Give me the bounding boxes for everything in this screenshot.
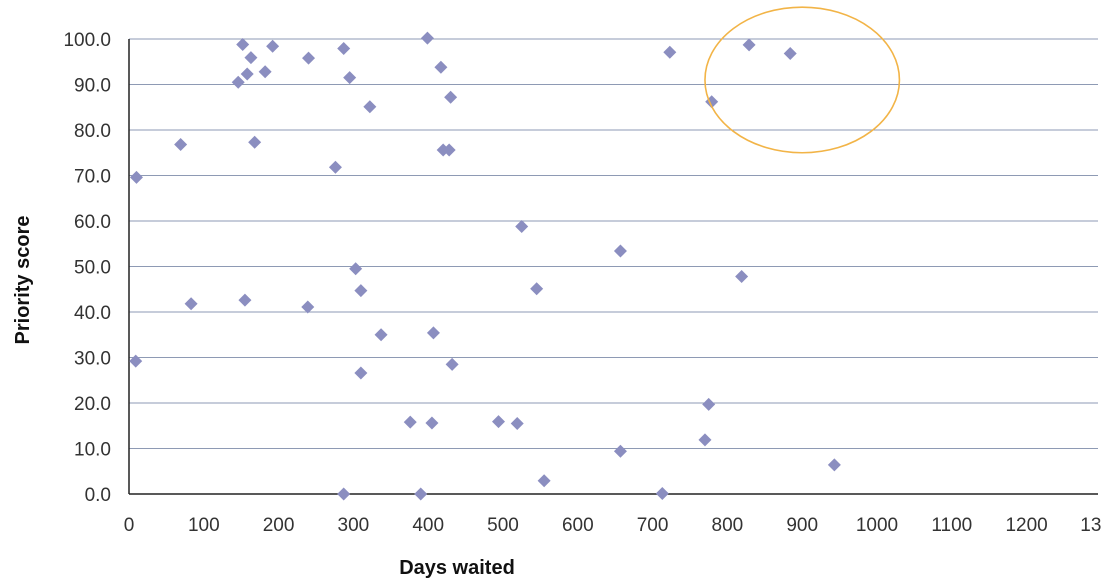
x-tick-label: 1100 <box>931 515 972 536</box>
y-tick-label: 60.0 <box>74 212 111 233</box>
y-tick-label: 80.0 <box>74 121 111 142</box>
data-point <box>510 416 524 430</box>
data-point <box>374 328 388 342</box>
x-tick-label: 200 <box>263 515 295 536</box>
data-point <box>240 67 254 81</box>
x-axis-title: Days waited <box>399 557 515 579</box>
y-axis-title: Priority score <box>12 216 34 345</box>
grid-lines <box>129 38 1098 449</box>
x-tick-label: 400 <box>412 515 444 536</box>
data-point <box>783 47 797 61</box>
x-tick-label: 1300 <box>1080 515 1101 536</box>
data-point <box>655 487 669 501</box>
data-point <box>442 143 456 157</box>
data-point <box>354 366 368 380</box>
data-point <box>537 474 551 488</box>
y-tick-label: 40.0 <box>74 303 111 324</box>
x-tick-label: 800 <box>712 515 744 536</box>
y-tick-label: 90.0 <box>74 76 111 97</box>
data-point <box>735 270 749 284</box>
data-point <box>434 60 448 74</box>
data-point <box>302 51 316 65</box>
data-point <box>129 170 143 184</box>
data-point <box>266 39 280 53</box>
x-tick-labels: 0 100 200 300 400 500 600 700 800 900 1000 1100 1200… <box>124 515 1101 536</box>
data-point <box>613 244 627 258</box>
data-point <box>702 397 716 411</box>
data-point <box>425 416 439 430</box>
data-point <box>301 300 315 314</box>
y-tick-labels: 0.0 10.0 20.0 30.0 40.0 50.0 60.0 70.0 80.0 90.0 1… <box>63 30 111 506</box>
data-point <box>184 297 198 311</box>
data-point <box>231 75 245 89</box>
x-tick-label: 600 <box>562 515 594 536</box>
data-point <box>337 42 351 56</box>
data-point <box>129 354 143 368</box>
data-point <box>420 31 434 45</box>
data-point <box>742 38 756 52</box>
x-tick-label: 700 <box>637 515 669 536</box>
data-point <box>354 284 368 298</box>
y-tick-label: 20.0 <box>74 394 111 415</box>
data-point <box>244 51 258 65</box>
y-tick-label: 100.0 <box>63 30 111 51</box>
data-point <box>530 282 544 296</box>
data-point <box>492 415 506 429</box>
data-point <box>698 433 712 447</box>
y-tick-label: 30.0 <box>74 349 111 370</box>
data-point <box>445 357 459 371</box>
data-point <box>414 487 428 501</box>
data-point <box>174 138 188 152</box>
data-point <box>444 90 458 104</box>
data-point <box>349 262 363 276</box>
data-point <box>363 100 377 114</box>
y-tick-label: 10.0 <box>74 440 111 461</box>
data-point <box>827 458 841 472</box>
data-point <box>238 293 252 307</box>
data-point <box>426 326 440 340</box>
data-point <box>258 65 272 79</box>
highlight-ellipse <box>704 6 901 154</box>
x-tick-label: 1000 <box>856 515 898 536</box>
x-tick-label: 1200 <box>1005 515 1047 536</box>
data-point <box>248 135 262 149</box>
x-tick-label: 500 <box>487 515 519 536</box>
data-point <box>663 45 677 59</box>
y-tick-label: 0.0 <box>85 485 111 506</box>
data-point <box>403 415 417 429</box>
x-tick-label: 100 <box>188 515 220 536</box>
x-tick-label: 0 <box>124 515 135 536</box>
y-tick-label: 50.0 <box>74 258 111 279</box>
data-points <box>129 31 841 501</box>
data-point <box>328 160 342 174</box>
data-point <box>515 219 529 233</box>
x-tick-label: 900 <box>786 515 818 536</box>
data-point <box>236 37 250 51</box>
data-point <box>337 487 351 501</box>
data-point <box>343 71 357 85</box>
x-tick-label: 300 <box>338 515 370 536</box>
y-tick-label: 70.0 <box>74 167 111 188</box>
data-point <box>613 444 627 458</box>
